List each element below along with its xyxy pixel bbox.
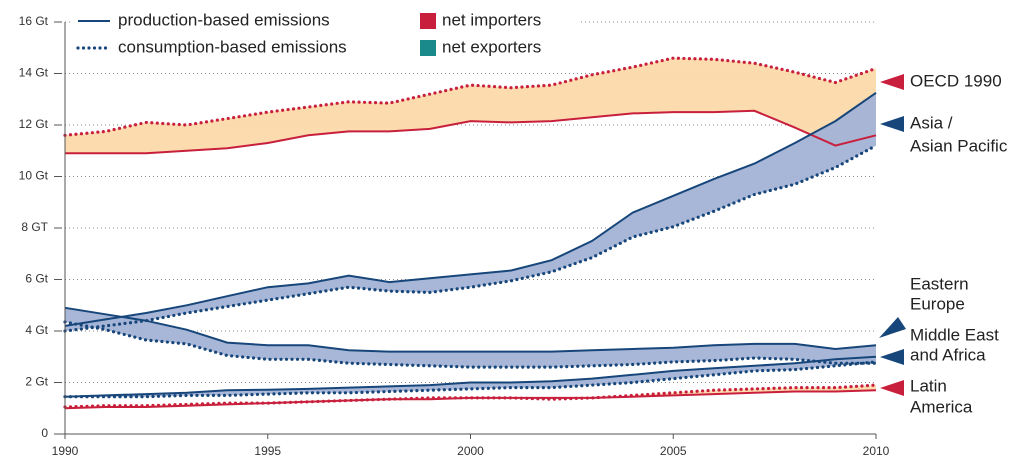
region-label: Latin [910,376,947,395]
legend-background [70,6,580,62]
legend-swatch [420,40,436,56]
region-label: Eastern [910,274,969,293]
production-line [65,109,877,155]
y-tick-label: 12 Gt [19,117,49,131]
net-area [65,92,876,331]
x-tick-label: 2010 [863,444,890,458]
consumption-line [63,383,878,409]
x-tick-label: 1995 [254,444,281,458]
y-tick-label: 10 Gt [19,169,49,183]
production-line [64,355,877,398]
region-label: Middle East [910,325,999,344]
legend-label: net importers [442,10,541,29]
region-arrow [879,317,906,338]
consumption-line [63,320,878,369]
consumption-line [63,56,878,137]
region-label: Asian Pacific [910,136,1008,155]
region-arrow [880,380,904,396]
region-arrow [880,74,904,90]
consumption-line [63,144,878,333]
y-tick-label: 0 [41,426,48,440]
production-line [64,306,877,353]
y-tick-label: 2 Gt [25,375,48,389]
y-tick-label: 4 Gt [25,323,48,337]
y-tick-label: 14 Gt [19,66,49,80]
x-tick-label: 1990 [52,444,79,458]
x-tick-label: 2000 [457,444,484,458]
region-label: Asia / [910,113,953,132]
region-label: America [910,397,973,416]
lines [63,56,878,410]
consumption-line [63,360,878,399]
net-area [65,307,876,368]
region-label: OECD 1990 [910,71,1002,90]
region-label: Europe [910,294,965,313]
y-tick-label: 16 Gt [19,14,49,28]
net-area [65,58,876,154]
overlay: OECD 1990 Asia / Asian Pacific EasternEurop… [70,6,1008,416]
region-arrow [880,116,904,132]
legend-label: consumption-based emissions [118,37,347,56]
region-arrow [880,349,904,365]
production-line [64,91,877,327]
legend-label: net exporters [442,37,541,56]
y-tick-label: 8 GT [21,220,48,234]
y-tick-label: 6 Gt [25,272,48,286]
legend-label: production-based emissions [118,10,330,29]
areas [65,21,876,409]
x-tick-label: 2005 [660,444,687,458]
region-label: and Africa [910,345,986,364]
legend-swatch [420,13,436,29]
